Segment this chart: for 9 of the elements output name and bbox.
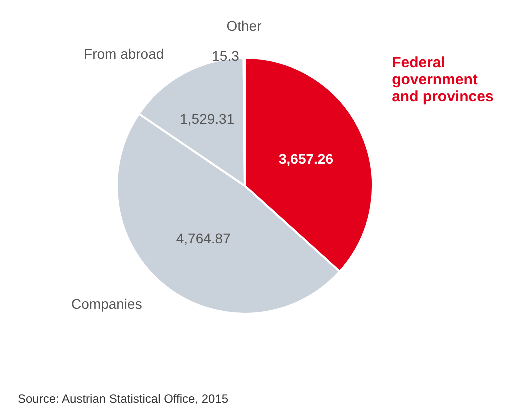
slice-label: Federal government and provinces [392, 54, 494, 106]
data-label: 15.3 [212, 48, 240, 64]
slice-label: Companies [72, 296, 142, 312]
slice-label: From abroad [84, 46, 164, 62]
data-label: 1,529.31 [180, 110, 235, 127]
slice-label: Other [226, 18, 262, 34]
source-note: Source: Austrian Statistical Office, 2015 [18, 392, 229, 406]
data-label: 3,657.26 [278, 150, 334, 167]
data-label: 4,764.87 [176, 230, 232, 247]
